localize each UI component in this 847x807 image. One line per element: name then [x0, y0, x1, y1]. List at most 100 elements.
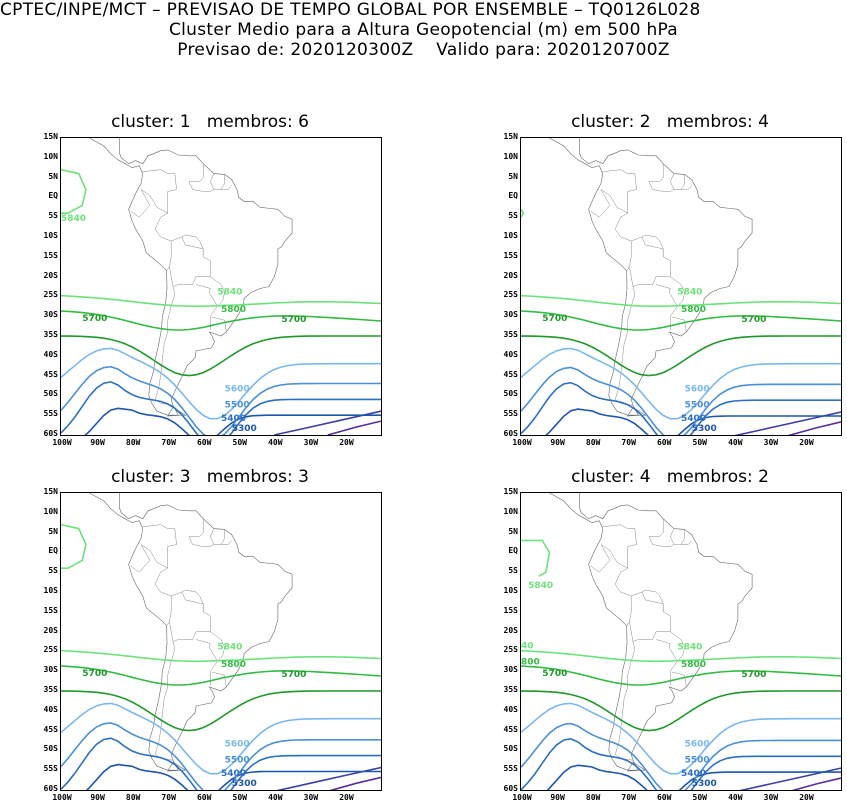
- country-border: [590, 544, 611, 573]
- y-tick-label: 40S: [43, 349, 58, 359]
- y-tick-label: 20S: [503, 270, 518, 280]
- country-border: [680, 529, 685, 545]
- y-tick-label: 55S: [503, 409, 518, 419]
- y-tick-label: 45S: [503, 369, 518, 379]
- y-tick-label: 10N: [43, 506, 58, 516]
- y-tick-label: EQ: [508, 546, 518, 556]
- country-border: [602, 169, 637, 242]
- contour-label-5700: 5700: [741, 315, 766, 325]
- contour-label-5800: 5800: [681, 660, 706, 670]
- country-border: [656, 631, 685, 662]
- y-tick-label: EQ: [508, 191, 518, 201]
- x-tick-label: 70W: [161, 793, 176, 802]
- contour-label-5700: 5700: [741, 670, 766, 680]
- x-tick-label: 30W: [763, 793, 779, 802]
- panel-title: cluster: 2 membros: 4: [571, 112, 769, 132]
- contour-label-5400: 5400: [681, 769, 706, 779]
- panel-title: cluster: 1 membros: 6: [111, 112, 309, 132]
- country-border: [629, 236, 671, 287]
- country-border: [220, 174, 225, 190]
- contour-label-5700: 5700: [281, 670, 306, 680]
- y-tick-label: 60S: [43, 429, 58, 438]
- x-tick-label: 60W: [196, 793, 212, 802]
- contour-label-5840: 5840: [677, 287, 702, 297]
- y-tick-label: 50S: [43, 389, 58, 399]
- header-line-2: Cluster Medio para a Altura Geopotencial…: [168, 20, 679, 40]
- cluster-panel-3: cluster: 3 membros: 3 5840 5800 5700 5700 56…: [30, 467, 390, 807]
- country-border: [130, 544, 151, 573]
- x-tick-label: 60W: [656, 438, 672, 447]
- contour-5840: [521, 649, 841, 663]
- country-border: [626, 621, 630, 626]
- contour-label-5300: 5300: [232, 424, 257, 434]
- x-tick-label: 90W: [90, 793, 105, 802]
- country-border: [648, 163, 692, 192]
- contour-label-5600: 5600: [685, 739, 710, 749]
- x-tick-label: 20W: [339, 793, 354, 802]
- country-border: [212, 671, 227, 688]
- contour-5400: [521, 381, 841, 435]
- y-tick-label: 35S: [43, 330, 58, 339]
- contour-5600: [61, 702, 381, 775]
- y-tick-label: 55S: [503, 764, 518, 774]
- contour-label-5500: 5500: [225, 755, 250, 765]
- contour-5100: [329, 776, 381, 790]
- x-tick-label: 70W: [621, 438, 636, 447]
- contour-label-5840: 5840: [217, 642, 242, 652]
- x-tick-label: 50W: [692, 438, 707, 447]
- country-border: [626, 266, 630, 271]
- country-border: [602, 524, 637, 597]
- contour-5300: [546, 764, 841, 790]
- coastline: [88, 138, 293, 416]
- contour-label-5400: 5400: [221, 769, 246, 779]
- contour-5840-equatorial: [61, 523, 87, 569]
- x-tick-label: 40W: [268, 793, 283, 802]
- country-border: [169, 591, 211, 642]
- y-tick-label: 5N: [48, 171, 58, 181]
- contour-label-5700: 5700: [82, 314, 107, 324]
- x-tick-label: 40W: [728, 438, 743, 447]
- y-tick-label: 25S: [503, 645, 518, 655]
- country-border: [614, 641, 636, 761]
- x-tick-label: 80W: [125, 438, 141, 447]
- contour-label-5500: 5500: [685, 400, 710, 410]
- contour-5840: [61, 294, 381, 308]
- x-tick-label: 20W: [339, 438, 354, 447]
- contour-label-5840: 5840: [217, 287, 242, 297]
- country-border: [181, 234, 204, 257]
- contour-5800: [521, 310, 841, 331]
- country-border: [672, 316, 687, 333]
- cluster-panel-1: cluster: 1 membros: 6 5840 5800 5700 5700 56…: [30, 112, 390, 452]
- country-border: [196, 276, 225, 307]
- x-tick-label: 20W: [799, 793, 814, 802]
- contour-5600: [521, 347, 841, 420]
- coastline: [548, 138, 753, 416]
- x-tick-label: 90W: [550, 793, 565, 802]
- contour-label-5800: 5800: [221, 660, 246, 670]
- country-border: [656, 276, 685, 307]
- country-border: [130, 189, 151, 218]
- cluster-panel-4: cluster: 4 membros: 2 5840 5800 5700 5700 56…: [490, 467, 847, 807]
- x-tick-label: 100W: [512, 438, 532, 447]
- contour-5700: [61, 690, 381, 732]
- x-tick-label: 50W: [692, 793, 707, 802]
- figure-header: CPTEC/INPE/MCT – PREVISAO DE TEMPO GLOBA…: [0, 0, 847, 60]
- x-tick-label: 30W: [763, 438, 779, 447]
- contour-5800: [61, 665, 381, 686]
- contour-5840-equatorial: [61, 168, 87, 214]
- x-tick-label: 70W: [621, 793, 636, 802]
- contour-5300: [84, 407, 381, 435]
- y-tick-label: 20S: [43, 625, 58, 635]
- y-tick-label: 15N: [43, 487, 58, 496]
- x-tick-label: 80W: [125, 793, 141, 802]
- contour-5840: [61, 649, 381, 663]
- y-tick-label: 20S: [43, 270, 58, 280]
- contour-5300: [545, 408, 841, 435]
- y-tick-label: 40S: [503, 349, 518, 359]
- y-tick-label: 10S: [503, 586, 518, 595]
- contour-label-5840: 5840: [677, 642, 702, 652]
- country-border: [166, 621, 170, 626]
- contour-label-5800: 5800: [681, 305, 706, 315]
- panel-title: cluster: 4 membros: 2: [571, 467, 769, 487]
